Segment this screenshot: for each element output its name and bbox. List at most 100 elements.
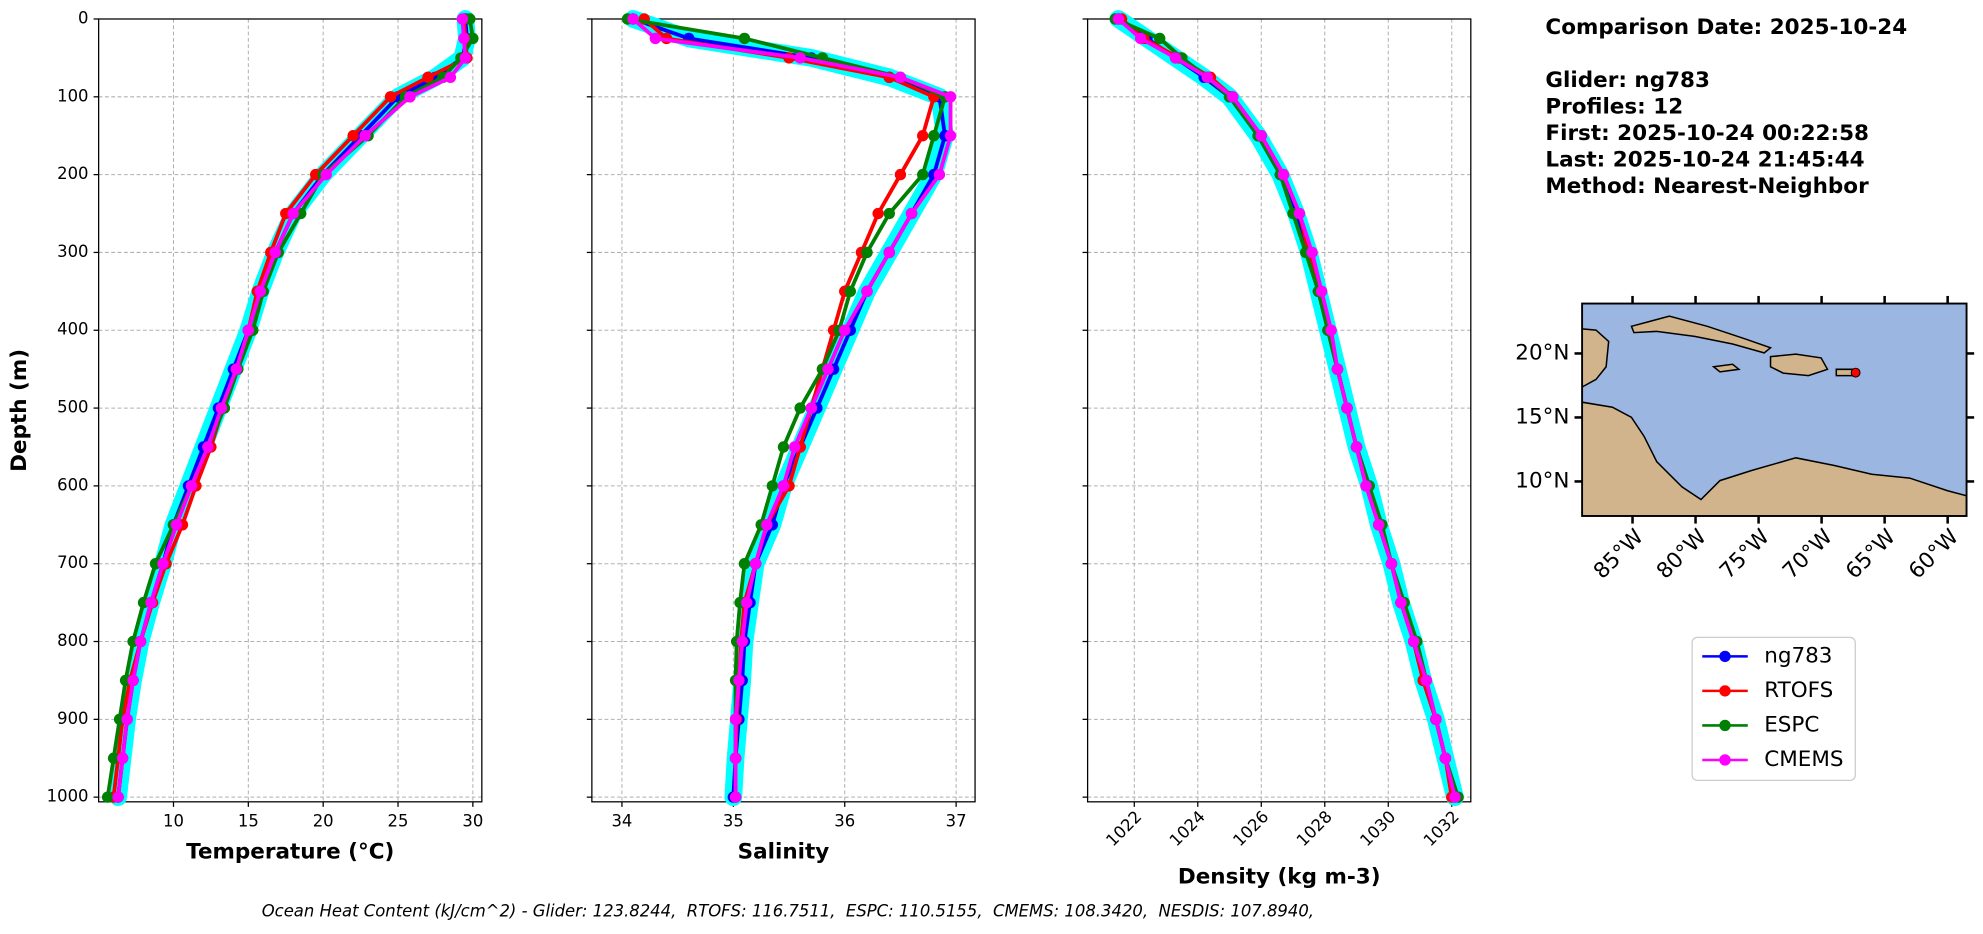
legend-box xyxy=(1691,636,1856,781)
series-point xyxy=(627,13,639,25)
series-point xyxy=(905,207,918,220)
series-point xyxy=(1201,71,1213,84)
series-point xyxy=(1306,246,1318,259)
info-line: Comparison Date: 2025-10-24 xyxy=(1545,15,1907,40)
x-tick-label: 37 xyxy=(946,812,967,831)
x-tick-label: 1022 xyxy=(1102,807,1145,850)
series-point xyxy=(1331,363,1344,375)
series-point xyxy=(287,207,299,220)
series-point xyxy=(1277,168,1290,181)
series-point xyxy=(1385,558,1398,570)
info-line: Last: 2025-10-24 21:45:44 xyxy=(1545,148,1864,173)
x-tick-label: 10 xyxy=(163,812,184,831)
series-point xyxy=(456,13,469,25)
map-land xyxy=(1582,315,1967,517)
series-point xyxy=(444,71,457,84)
series-point xyxy=(738,558,751,570)
y-tick-label: 900 xyxy=(57,709,88,728)
series-point xyxy=(1227,91,1239,103)
plot-frame xyxy=(98,18,483,803)
series-point xyxy=(254,285,266,298)
series-point xyxy=(839,324,851,336)
series-point xyxy=(320,168,332,181)
x-axis-label: Temperature (°C) xyxy=(186,839,394,864)
series-point xyxy=(805,402,818,414)
x-axis-label: Salinity xyxy=(738,839,830,864)
legend-marker xyxy=(1719,754,1731,766)
series-point xyxy=(422,71,434,84)
series-point xyxy=(1373,519,1385,531)
series-point xyxy=(933,168,946,181)
series-point xyxy=(1449,791,1461,803)
series-point xyxy=(1341,402,1353,414)
series-point xyxy=(384,91,397,103)
series-point xyxy=(1360,480,1372,492)
series-point xyxy=(145,596,157,609)
series-point xyxy=(777,441,790,453)
y-tick-label: 600 xyxy=(57,475,88,494)
series-point xyxy=(112,791,124,803)
x-tick-label: 20 xyxy=(313,812,334,831)
x-tick-label: 85°W xyxy=(1589,525,1649,585)
series-point xyxy=(107,752,120,764)
series-point xyxy=(1153,32,1166,45)
series-point xyxy=(761,519,773,531)
series-point xyxy=(1134,32,1147,45)
glider-position xyxy=(1850,367,1861,378)
land xyxy=(1769,353,1829,377)
footer: Ocean Heat Content (kJ/cm^2) - Glider: 1… xyxy=(262,901,1314,920)
series-point xyxy=(733,674,745,687)
series-point xyxy=(741,596,753,609)
series-point xyxy=(1255,130,1267,142)
series-point xyxy=(134,635,147,648)
series-point xyxy=(242,324,255,336)
series-point xyxy=(729,791,742,803)
series-point xyxy=(749,558,762,570)
plot-frame xyxy=(591,18,976,803)
legend-label: CMEMS xyxy=(1764,747,1843,772)
info-line: Method: Nearest-Neighbor xyxy=(1545,174,1869,199)
y-tick-label: 700 xyxy=(57,553,88,572)
series-point xyxy=(649,32,662,45)
land xyxy=(1582,401,1967,517)
y-tick-label: 400 xyxy=(57,320,88,339)
series-point xyxy=(738,32,751,45)
x-tick-label: 34 xyxy=(611,812,632,831)
x-tick-label: 70°W xyxy=(1778,525,1838,585)
x-tick-label: 1028 xyxy=(1293,807,1336,850)
series-point xyxy=(170,519,183,531)
x-tick-label: 1026 xyxy=(1229,807,1272,850)
series-point xyxy=(844,285,856,298)
series-point xyxy=(928,130,940,142)
y-tick-label: 0 xyxy=(78,8,88,27)
series-point xyxy=(729,713,742,726)
series-point xyxy=(404,91,416,103)
series-point xyxy=(794,402,806,414)
series-point xyxy=(917,168,929,181)
x-axis-label: Density (kg m-3) xyxy=(1178,865,1381,890)
series-point xyxy=(1395,596,1407,609)
y-tick-label: 1000 xyxy=(47,787,89,806)
y-tick-label: 300 xyxy=(57,242,88,261)
series-point xyxy=(202,441,214,453)
series-point xyxy=(215,402,228,414)
series-point xyxy=(1420,674,1433,687)
series-point xyxy=(736,635,748,648)
series-point xyxy=(788,441,801,453)
series-point xyxy=(121,713,133,726)
x-tick-label: 1030 xyxy=(1356,807,1399,850)
plot-frame xyxy=(1086,18,1472,803)
series-point xyxy=(1407,635,1420,648)
x-tick-label: 1032 xyxy=(1420,807,1463,850)
series-point xyxy=(459,52,472,64)
series-point xyxy=(894,71,907,84)
series-point xyxy=(861,285,873,298)
y-tick-label: 100 xyxy=(57,86,88,105)
series-point xyxy=(1325,324,1337,336)
x-tick-label: 30 xyxy=(462,812,483,831)
series-point xyxy=(359,130,371,142)
series-point xyxy=(794,52,806,64)
y-tick-label: 15°N xyxy=(1515,404,1569,429)
y-tick-label: 500 xyxy=(57,398,88,417)
